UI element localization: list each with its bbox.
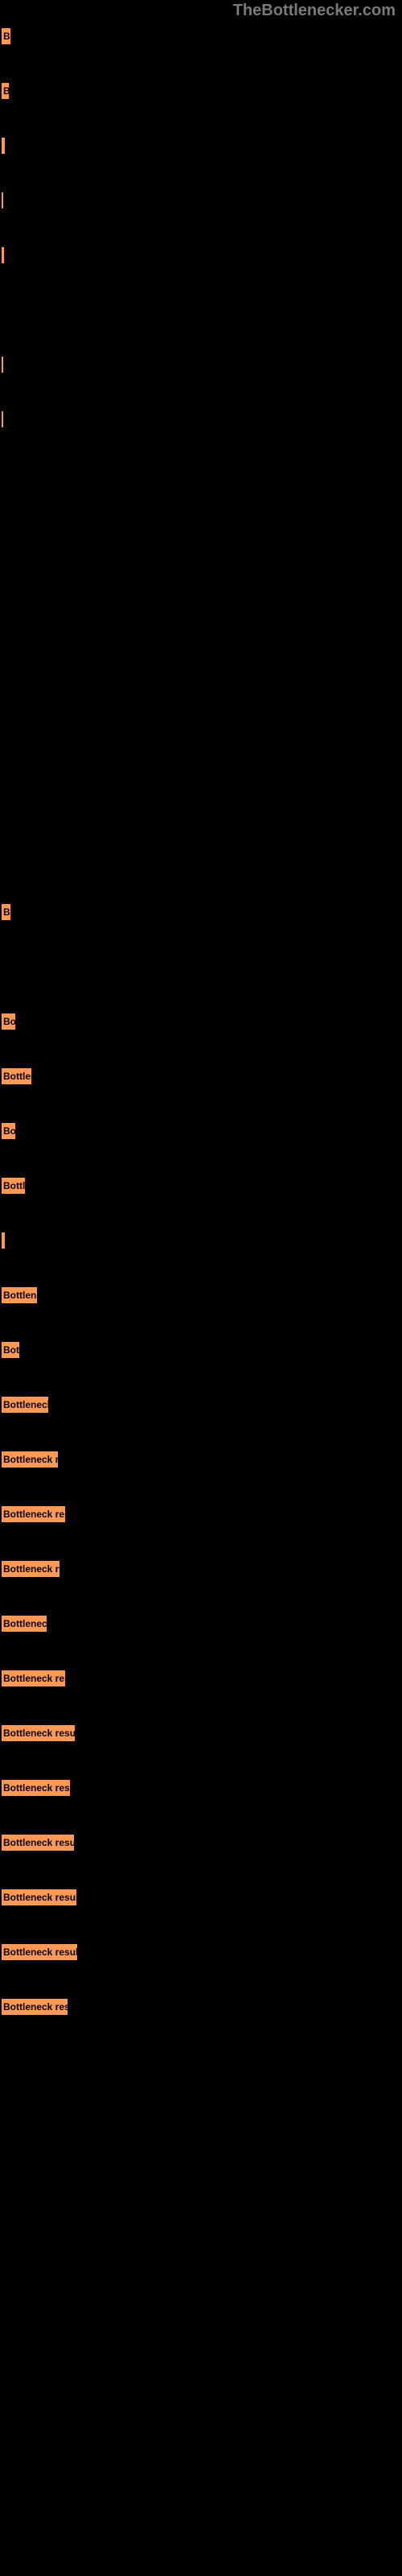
- chart-bar-label: Bottleneck result: [3, 1725, 76, 1741]
- bottleneck-chart: B B B Bo Bottler Bo Bottl Bottlene Bot Bottleneck…: [0, 20, 402, 2015]
- chart-bar-label: Bot: [3, 1342, 21, 1358]
- chart-bar-label: Bottleneck result: [3, 1835, 76, 1851]
- chart-row: [2, 795, 402, 811]
- chart-bar-label: Bo: [3, 1013, 17, 1030]
- chart-bar-label: B: [3, 904, 12, 920]
- chart-bar: [2, 247, 4, 263]
- chart-row: [2, 302, 402, 318]
- chart-bar-label: Bottleneck re: [3, 1561, 61, 1577]
- chart-row: [2, 466, 402, 482]
- chart-row: [2, 685, 402, 701]
- chart-row: Bottleneck re: [2, 1561, 402, 1577]
- chart-row: Bottleneck resu: [2, 1506, 402, 1522]
- chart-row: Bottleneck result: [2, 1725, 402, 1741]
- chart-row: [2, 740, 402, 756]
- chart-bar-label: Bottleneck re: [3, 1451, 59, 1468]
- chart-row: Bottl: [2, 1178, 402, 1194]
- chart-bar: [2, 411, 3, 427]
- chart-bar-label: Bottlene: [3, 1287, 39, 1303]
- chart-row: Bottlene: [2, 1287, 402, 1303]
- chart-row: Bottleneck resu: [2, 1670, 402, 1686]
- chart-row: [2, 576, 402, 592]
- chart-row: Bottleneck: [2, 1616, 402, 1632]
- chart-row: B: [2, 28, 402, 44]
- brand-text: TheBottlenecker.com: [233, 2, 396, 19]
- chart-bar-label: Bo: [3, 1123, 17, 1139]
- chart-row: [2, 138, 402, 154]
- chart-row: [2, 630, 402, 646]
- chart-bar: [2, 1232, 5, 1249]
- chart-bar-label: Bottleneck result: [3, 1944, 79, 1960]
- chart-row: Bo: [2, 1013, 402, 1030]
- header: TheBottlenecker.com: [0, 0, 402, 20]
- chart-row: Bottleneck resul: [2, 1780, 402, 1796]
- chart-bar-label: Bottleneck: [3, 1616, 48, 1632]
- chart-row: B: [2, 83, 402, 99]
- chart-bar-label: Bottler: [3, 1068, 33, 1084]
- chart-row: Bottleneck result: [2, 1835, 402, 1851]
- chart-row: Bottleneck re: [2, 1451, 402, 1468]
- chart-row: [2, 247, 402, 263]
- chart-bar: [2, 357, 3, 373]
- chart-bar-label: Bottleneck resu: [3, 1670, 67, 1686]
- chart-row: Bottleneck result: [2, 1889, 402, 1905]
- chart-row: [2, 192, 402, 208]
- chart-row: [2, 959, 402, 975]
- chart-bar: [2, 192, 3, 208]
- chart-row: Bottleneck: [2, 1397, 402, 1413]
- chart-row: Bottler: [2, 1068, 402, 1084]
- chart-row: B: [2, 904, 402, 920]
- chart-bar-label: Bottleneck resu: [3, 1506, 67, 1522]
- chart-row: Bottleneck result: [2, 1944, 402, 1960]
- chart-row: [2, 849, 402, 865]
- chart-bar-label: Bottleneck resul: [3, 1780, 72, 1796]
- chart-row: [2, 357, 402, 373]
- chart-bar-label: Bottleneck: [3, 1397, 50, 1413]
- chart-row: Bo: [2, 1123, 402, 1139]
- chart-bar-label: B: [3, 83, 10, 99]
- chart-row: [2, 521, 402, 537]
- chart-bar-label: Bottleneck resu: [3, 1999, 69, 2015]
- chart-bar-label: Bottleneck result: [3, 1889, 78, 1905]
- chart-bar-label: B: [3, 28, 12, 44]
- chart-bar-label: Bottl: [3, 1178, 27, 1194]
- chart-bar: [2, 138, 5, 154]
- chart-row: Bot: [2, 1342, 402, 1358]
- chart-row: [2, 1232, 402, 1249]
- chart-row: Bottleneck resu: [2, 1999, 402, 2015]
- chart-row: [2, 411, 402, 427]
